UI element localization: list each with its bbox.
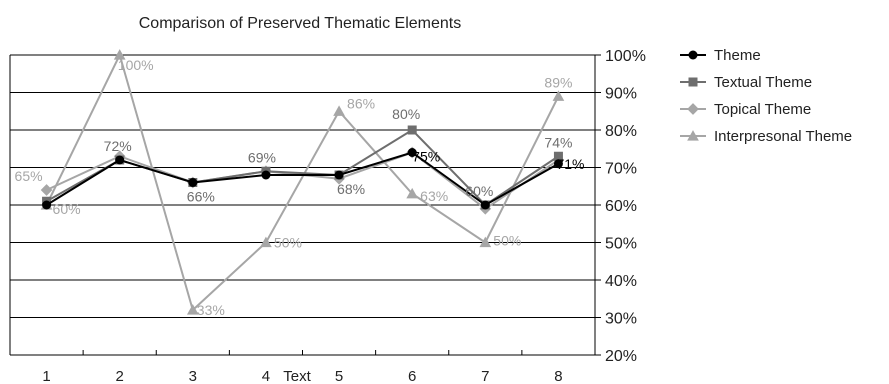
x-tick-label: 2 [116, 368, 124, 384]
x-tick-label: 7 [481, 368, 489, 384]
data-label: 50% [493, 233, 521, 249]
series-line-theme [46, 151, 559, 207]
data-label: 89% [544, 74, 572, 90]
data-label: 66% [187, 189, 215, 205]
data-point [261, 170, 271, 180]
x-tick-label: 1 [42, 368, 50, 384]
x-axis-label: Text [283, 368, 311, 384]
y-tick-label: 50% [605, 236, 637, 253]
data-label: 80% [392, 106, 420, 122]
y-axis-ticks: 20% 30% 40% 50% 60% 70% 80% 90% 100% [595, 48, 646, 365]
data-label: 60% [53, 201, 81, 217]
legend-marker [687, 103, 699, 115]
data-point [113, 49, 126, 60]
data-point [407, 125, 417, 135]
data-label: 33% [197, 302, 225, 318]
series-lines [40, 49, 565, 315]
data-label: 69% [248, 149, 276, 165]
y-tick-label: 100% [605, 48, 646, 65]
data-point [553, 159, 563, 169]
data-point [406, 187, 419, 199]
data-label: 75% [412, 149, 440, 165]
data-label: 68% [337, 181, 365, 197]
y-tick-label: 20% [605, 348, 637, 365]
y-tick-label: 80% [605, 123, 637, 140]
data-label: 65% [15, 168, 43, 184]
x-tick-label: 3 [189, 368, 197, 384]
data-label: 63% [420, 188, 448, 204]
data-point [260, 236, 272, 248]
y-tick-label: 30% [605, 311, 637, 328]
y-tick-label: 60% [605, 198, 637, 215]
legend-label: Theme [714, 47, 761, 64]
x-axis-ticks: 1 2 3 4 5 6 7 8 [9, 350, 596, 384]
legend-entry-theme: Theme [680, 47, 761, 64]
legend-marker [688, 50, 698, 60]
legend-label: Textual Theme [714, 74, 812, 91]
y-tick-label: 70% [605, 161, 637, 178]
x-tick-label: 8 [554, 368, 562, 384]
data-point [115, 155, 125, 165]
data-point [40, 184, 53, 196]
series-theme [42, 148, 563, 210]
legend-marker [688, 77, 698, 87]
data-point [333, 105, 345, 116]
data-label: 72% [104, 138, 132, 154]
data-point [480, 200, 490, 210]
data-label: 71% [556, 156, 584, 172]
x-tick-label: 6 [408, 368, 416, 384]
data-label: 100% [118, 57, 154, 73]
data-label: 74% [544, 134, 572, 150]
data-point [186, 304, 199, 315]
data-point [553, 151, 563, 161]
data-point [42, 200, 52, 210]
y-tick-label: 90% [605, 86, 637, 103]
data-point [479, 236, 492, 248]
legend-label: Interpresonal Theme [714, 128, 852, 145]
y-tick-label: 40% [605, 273, 637, 290]
gridlines [10, 54, 595, 318]
legend-entry-interpresonal-theme: Interpresonal Theme [680, 128, 852, 145]
legend-marker [687, 130, 699, 141]
legend-entry-topical-theme: Topical Theme [680, 101, 811, 118]
data-point [188, 178, 198, 187]
data-label: 60% [465, 183, 493, 199]
series-interpresonal-theme [40, 49, 565, 315]
legend-label: Topical Theme [714, 101, 811, 118]
x-tick-label: 4 [262, 368, 270, 384]
data-label: 50% [274, 235, 302, 251]
series-line-interpresonal-theme [45, 52, 560, 312]
data-point [407, 148, 417, 157]
legend: Theme Textual Theme Topical Theme Interpres… [680, 47, 852, 145]
x-tick-label: 5 [335, 368, 343, 384]
data-label: 86% [347, 95, 375, 111]
data-labels: 75% 71% 72% 66% 69% 68% 80% 60% 74% 65% 60% 100% 33%… [15, 57, 585, 318]
data-point [334, 170, 344, 180]
chart-title: Comparison of Preserved Thematic Element… [139, 15, 462, 32]
legend-entry-textual-theme: Textual Theme [680, 74, 812, 91]
data-point [552, 90, 565, 101]
